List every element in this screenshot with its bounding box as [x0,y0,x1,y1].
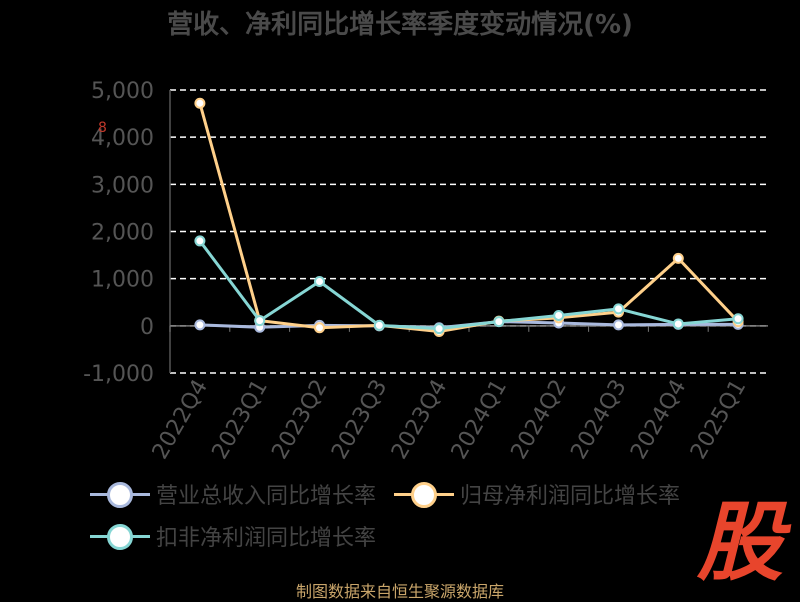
legend-item[interactable]: 扣非净利润同比增长率 [90,520,376,552]
x-tick-label: 2022Q4 [148,376,213,464]
series-layer [194,97,744,337]
y-tick-label: 1,000 [91,268,154,293]
x-tick-label: 2023Q1 [208,376,273,464]
data-point [194,235,206,247]
data-point [493,316,505,328]
data-point [194,319,206,331]
legend-label: 营业总收入同比增长率 [156,484,377,509]
legend-label: 归母净利润同比增长率 [460,484,681,509]
data-point [314,275,325,287]
series-2 [194,97,744,337]
annotation-mark: 8 [98,120,107,136]
y-tick-label: 2,000 [91,221,154,246]
legend-item[interactable]: 营业总收入同比增长率 [90,478,376,510]
chart-title: 营收、净利同比增长率季度变动情况(%) [167,10,633,40]
data-point [254,315,266,327]
data-point [613,303,624,315]
x-tick-label: 2024Q2 [507,376,572,464]
y-tick-label: 3,000 [91,173,154,198]
y-tick-label: -1,000 [83,362,154,387]
x-tick-label: 2023Q3 [327,376,392,464]
data-point [672,252,684,264]
data-point [672,318,684,330]
y-tick-label: 0 [140,315,154,340]
legend-marker-icon [90,523,150,550]
legend-marker-icon [394,481,455,508]
data-point [433,323,445,335]
data-point [732,313,744,325]
legend-marker-icon [90,481,150,508]
x-tick-label: 2024Q4 [626,376,691,464]
x-tick-label: 2024Q3 [566,376,631,464]
x-tick-label: 2023Q2 [267,376,332,464]
series-line [198,240,739,331]
data-point [613,319,624,331]
legend: 营业总收入同比增长率 归母净利润同比增长率扣非净利润同比增长率 [90,478,770,562]
x-tick-label: 2023Q4 [387,375,452,463]
data-point [194,97,206,109]
data-point [553,309,565,321]
legend-item[interactable]: 归母净利润同比增长率 [394,478,680,510]
y-tick-label: 5,000 [91,79,154,104]
data-point [373,319,385,331]
series-3 [194,235,744,335]
x-tick-label: 2024Q1 [447,376,512,464]
source-note: 制图数据来自恒生聚源数据库 [295,582,504,601]
data-point [314,322,325,334]
legend-label: 扣非净利润同比增长率 [156,526,377,551]
x-tick-label: 2025Q1 [686,376,751,464]
y-tick-label: 4,000 [91,126,154,151]
brand-logo: 股 [697,493,783,593]
